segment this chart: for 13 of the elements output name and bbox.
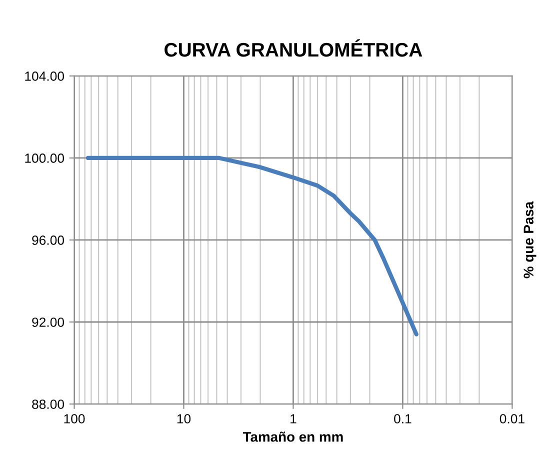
y-tick-label: 92.00	[32, 318, 64, 327]
chart-title: CURVA GRANULOMÉTRICA	[164, 39, 422, 57]
y-tick-label: 104.00	[25, 72, 64, 81]
x-tick-label: 0.01	[500, 414, 524, 424]
x-tick-label: 0.1	[394, 414, 412, 424]
x-axis-title: Tamaño en mm	[242, 432, 343, 442]
x-tick-label: 1	[290, 414, 296, 424]
y-tick-label: 88.00	[32, 400, 64, 409]
y-tick-label: 100.00	[25, 154, 64, 163]
x-tick-label: 100	[64, 414, 85, 424]
x-tick-label: 10	[177, 414, 191, 424]
y-axis-title: % que Pasa	[524, 201, 536, 278]
y-tick-label: 96.00	[32, 236, 64, 245]
